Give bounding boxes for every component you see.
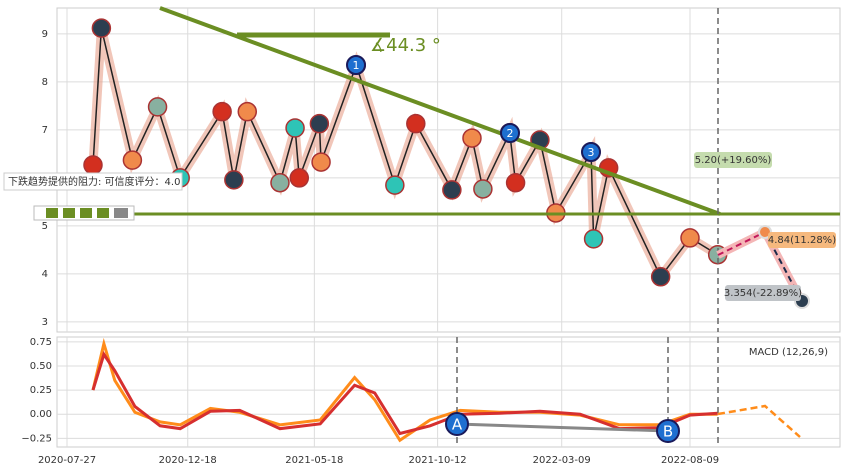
- wave-marker: [122, 150, 143, 170]
- forecast-label: 4.84(11.28%): [768, 235, 836, 246]
- forecast-box: [694, 152, 772, 168]
- y-tick-label: 8: [42, 77, 48, 88]
- wave-marker: [680, 228, 700, 248]
- tool-icon[interactable]: [63, 208, 75, 218]
- point-badge: [656, 419, 680, 443]
- forecast-box: [725, 285, 801, 301]
- wave-marker: [91, 18, 112, 38]
- wave-marker: [385, 175, 405, 195]
- toolbar[interactable]: [33, 205, 135, 221]
- wave-badge: [346, 55, 366, 75]
- wave-marker: [224, 170, 244, 190]
- y-tick-label: 4: [42, 269, 48, 280]
- macd-title: MACD (12,26,9): [749, 347, 828, 358]
- x-tick-label: 2020-12-18: [159, 455, 217, 466]
- note-box: [3, 172, 183, 191]
- y-tick-label: 7: [42, 125, 48, 136]
- forecast-box: [768, 232, 836, 248]
- x-tick-label: 2022-03-09: [533, 455, 591, 466]
- angle-label: ∡44.3 °: [370, 35, 441, 56]
- x-tick-label: 2020-07-27: [38, 455, 96, 466]
- x-tick-label: 2022-08-09: [661, 455, 719, 466]
- forecast-label: 5.20(+19.60%): [695, 155, 772, 166]
- wave-marker: [289, 168, 310, 188]
- wave-marker: [406, 113, 426, 134]
- y-tick-label: 5: [42, 221, 48, 232]
- forecast-label: 3.354(-22.89%): [724, 288, 802, 299]
- x-tick-label: 2021-10-12: [409, 455, 467, 466]
- wave-marker: [311, 152, 331, 172]
- point-label: B: [663, 423, 673, 441]
- x-tick-label: 2021-05-18: [285, 455, 343, 466]
- y-tick-label: 0.00: [30, 409, 52, 420]
- wave-marker: [270, 172, 290, 193]
- point-badge: [445, 412, 469, 436]
- wave-marker: [285, 118, 305, 138]
- wave-marker: [83, 155, 103, 175]
- trend-line: [159, 6, 721, 216]
- wave-marker: [505, 172, 526, 193]
- wave-marker: [442, 180, 462, 200]
- y-tick-label: 0.25: [30, 385, 52, 396]
- wave-marker: [650, 267, 671, 287]
- wave-marker: [147, 97, 168, 117]
- wave-marker: [212, 101, 232, 122]
- y-tick-label: 3: [42, 317, 48, 328]
- wave-marker: [309, 113, 330, 134]
- tool-icon[interactable]: [80, 208, 92, 218]
- tool-icon[interactable]: [46, 208, 58, 218]
- wave-marker: [237, 101, 258, 122]
- wave-marker: [473, 179, 493, 199]
- macd-forecast: [717, 404, 801, 438]
- point-label: A: [452, 416, 463, 434]
- y-tick-label: 9: [42, 29, 48, 40]
- y-tick-label: 0.75: [30, 337, 52, 348]
- tool-icon[interactable]: [114, 208, 128, 218]
- y-tick-label: −0.25: [21, 433, 52, 444]
- series-line: [91, 350, 718, 436]
- wave-label: 2: [507, 127, 514, 140]
- tool-icon[interactable]: [97, 208, 109, 218]
- forecast-path: [717, 231, 766, 256]
- wave-badge: [581, 142, 601, 162]
- wave-marker: [462, 128, 482, 148]
- wave-badge: [500, 123, 520, 143]
- resistance-note: 下跌趋势提供的阻力: 可信度评分：4.0: [8, 175, 180, 188]
- divergence-line: [456, 422, 669, 433]
- wave-label: 1: [353, 59, 360, 72]
- layer: 34567890.750.500.250.00−0.25: [21, 8, 840, 447]
- wave-label: 3: [588, 146, 595, 159]
- wave-marker: [583, 229, 604, 249]
- y-tick-label: 0.50: [30, 361, 52, 372]
